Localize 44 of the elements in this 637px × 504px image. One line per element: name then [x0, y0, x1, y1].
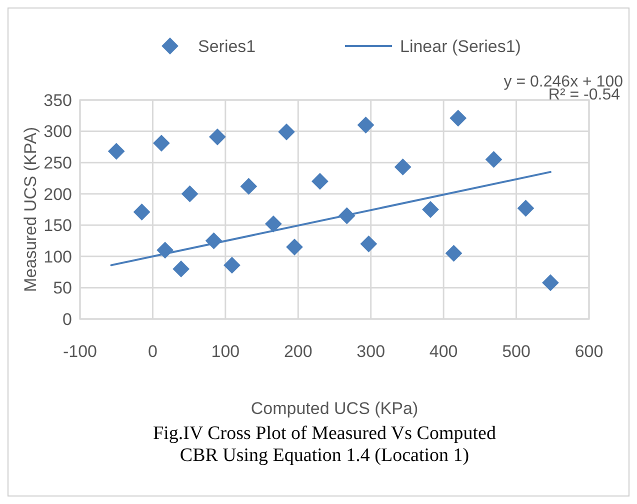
x-tick-label: 400 [429, 342, 458, 361]
y-tick-label: 0 [62, 310, 72, 329]
y-tick-label: 50 [53, 278, 72, 298]
point [264, 215, 282, 232]
point [312, 172, 328, 190]
x-tick-label: 300 [356, 342, 386, 361]
point [133, 204, 150, 220]
point [394, 158, 412, 176]
point [181, 185, 198, 202]
x-tick-label: 600 [574, 342, 604, 361]
legend-label: Series1 [198, 36, 256, 56]
y-tick-label: 100 [44, 247, 72, 266]
point [360, 235, 378, 252]
x-axis-title: Computed UCS (KPa) [250, 399, 418, 418]
y-axis-title: Measured UCS (KPA) [21, 126, 40, 292]
point [542, 274, 559, 292]
point [286, 238, 303, 256]
point [445, 244, 462, 262]
annotation: R² = -0.54 [548, 86, 620, 104]
point [278, 123, 295, 140]
point [224, 256, 240, 274]
point [152, 134, 170, 152]
x-tick-label: 0 [148, 342, 158, 361]
x-tick-label: -100 [62, 342, 98, 361]
text: Fig.IV Cross Plot of Measured Vs Computed [153, 423, 496, 444]
y-tick-label: 200 [44, 184, 72, 204]
y-tick-label: 350 [44, 90, 72, 110]
point [517, 200, 534, 217]
point [240, 178, 258, 195]
y-tick-label: 150 [44, 216, 72, 236]
point [485, 150, 502, 168]
x-tick-label: 200 [284, 342, 312, 361]
y-tick-label: 300 [44, 122, 72, 142]
x-tick-label: 100 [211, 342, 240, 361]
legend-label: Linear (Series1) [400, 36, 521, 56]
point [208, 128, 226, 146]
text: CBR Using Equation 1.4 (Location 1) [180, 445, 470, 466]
point [108, 142, 125, 160]
y-tick-label: 250 [44, 154, 72, 173]
point [172, 260, 190, 278]
point [450, 110, 467, 127]
point [357, 116, 374, 134]
point [422, 201, 439, 218]
x-tick-label: 500 [502, 342, 530, 361]
